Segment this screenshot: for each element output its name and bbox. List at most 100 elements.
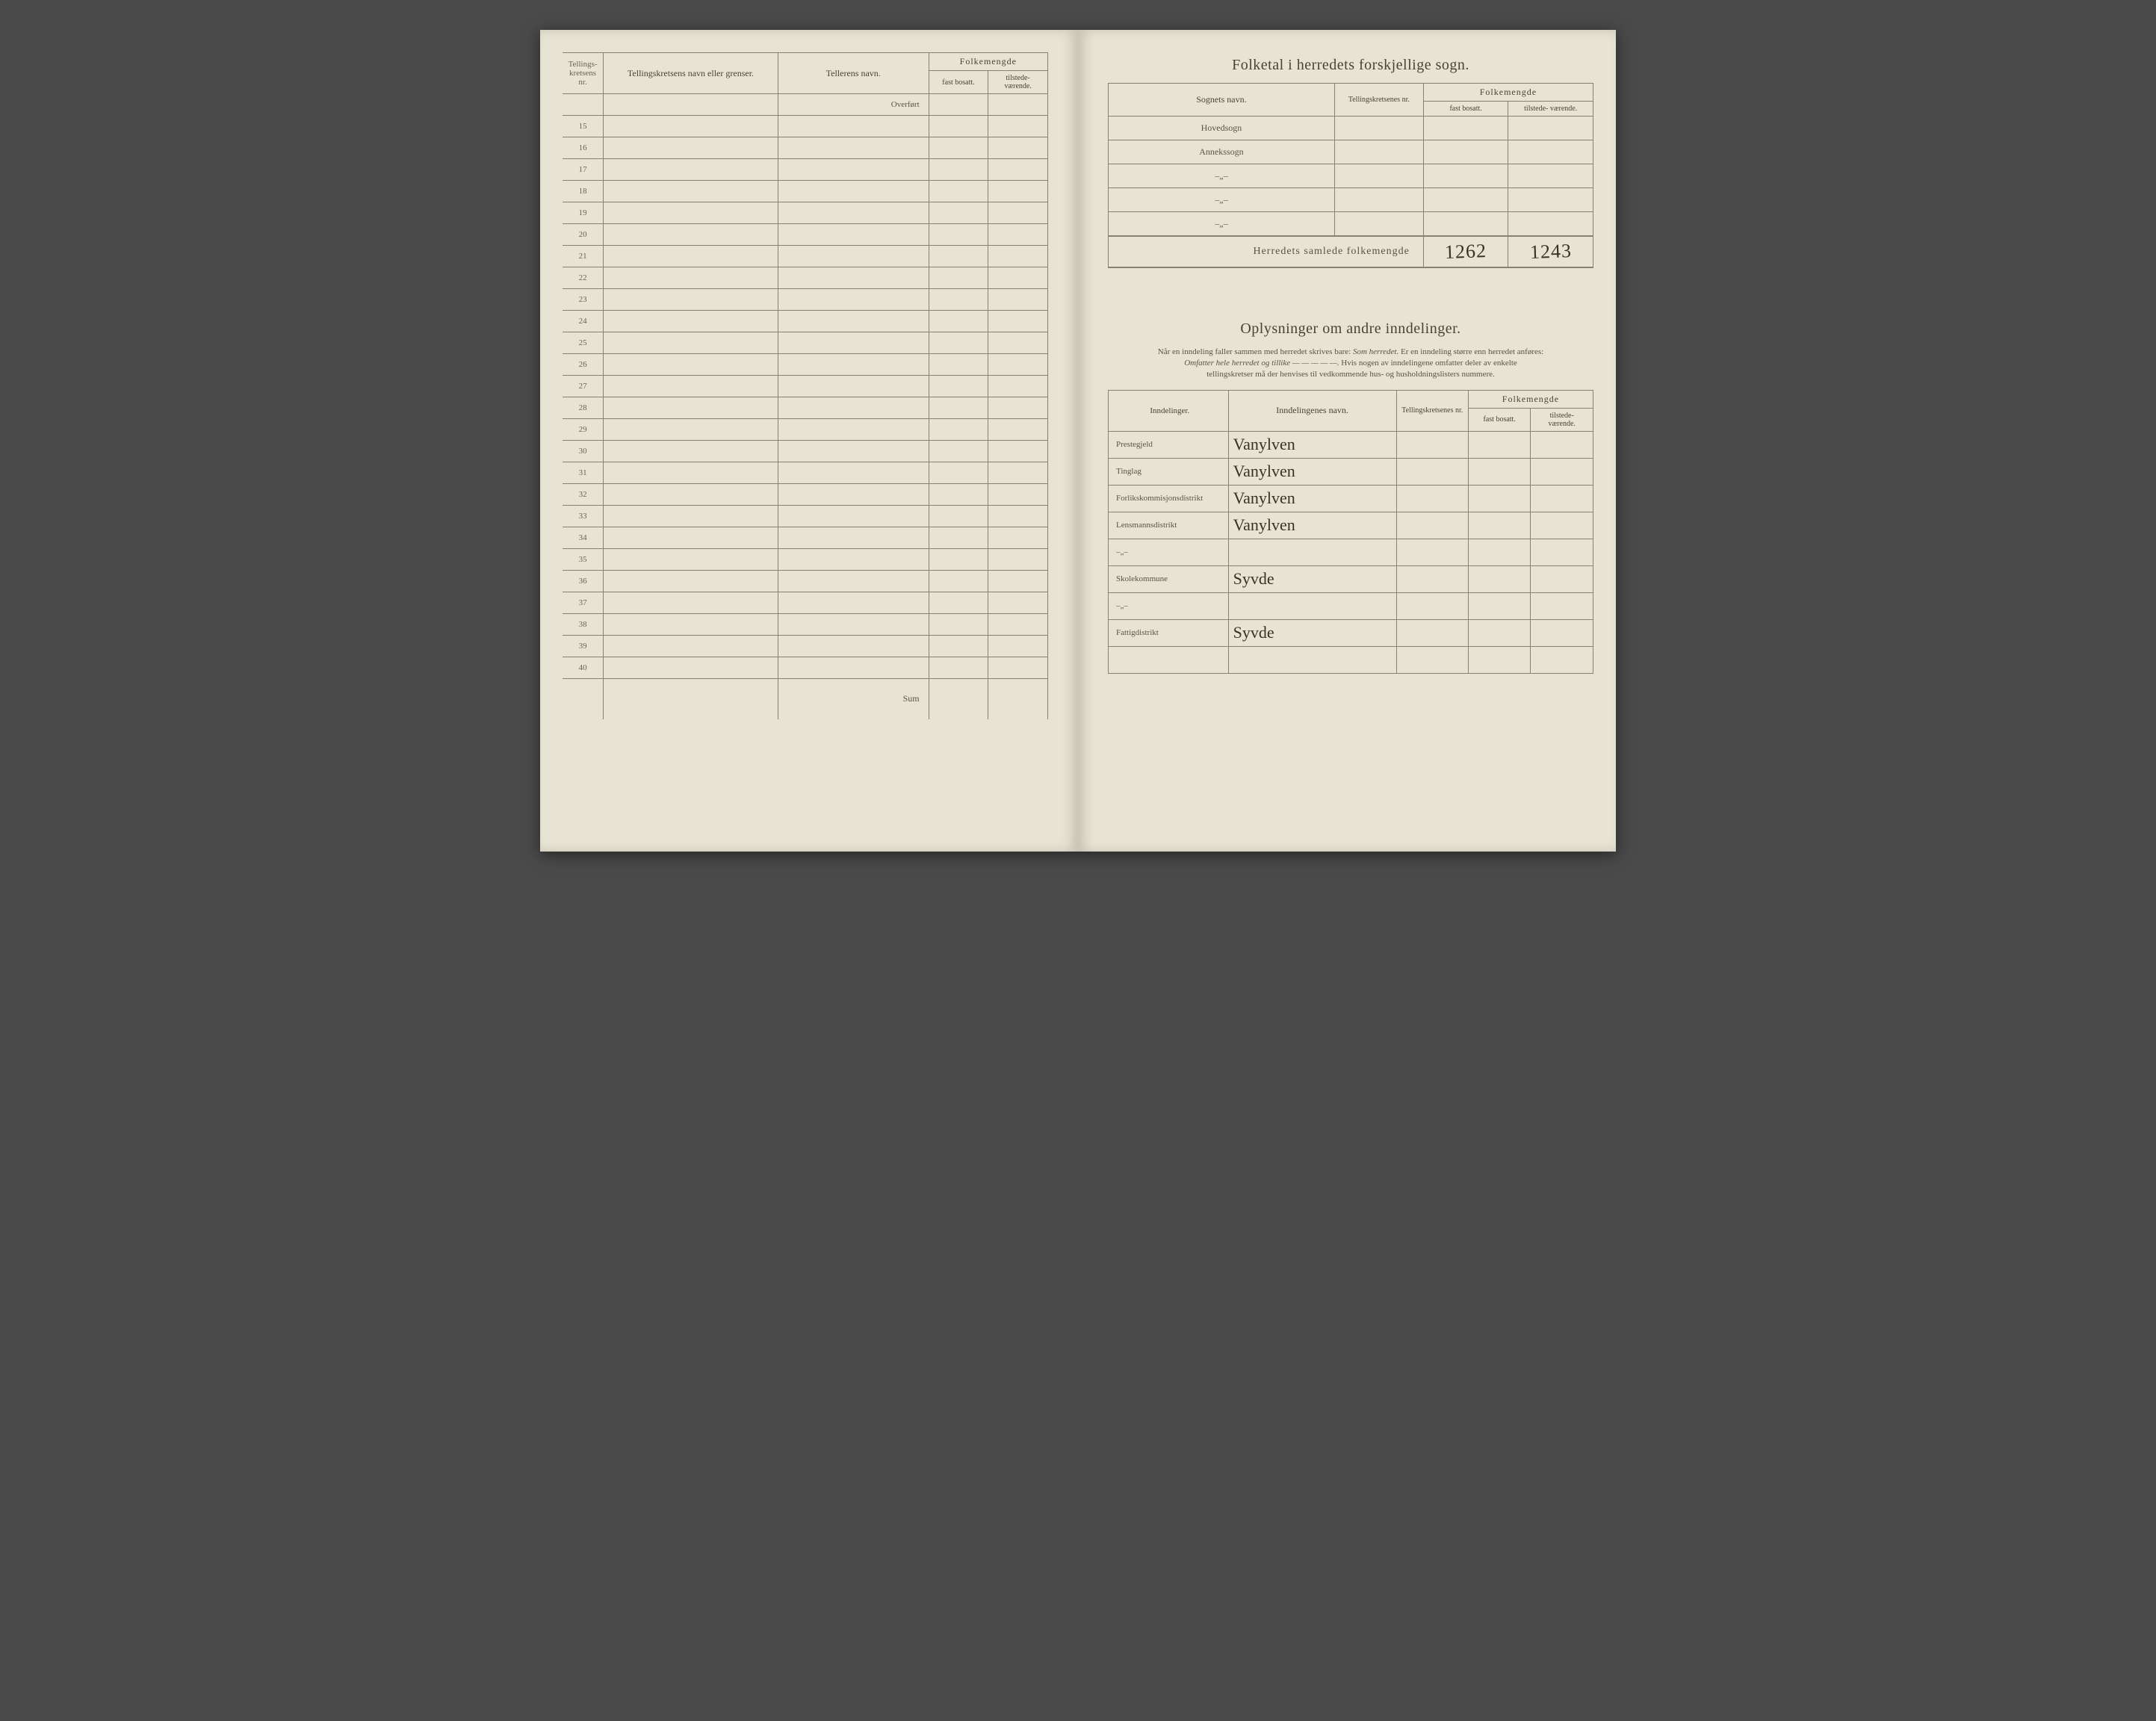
cell-tilstede xyxy=(988,571,1048,592)
hdr-fast: fast bosatt. xyxy=(929,71,988,94)
table-row: 32 xyxy=(563,484,1048,506)
sogn-row: –„– xyxy=(1109,212,1593,236)
innd-value: Vanylven xyxy=(1228,431,1396,458)
cell-teller-navn xyxy=(778,527,929,549)
row-number: 16 xyxy=(563,137,604,159)
sogn-tilstede xyxy=(1508,188,1593,212)
cell-fast xyxy=(929,224,988,246)
row-number: 26 xyxy=(563,354,604,376)
cell-fast xyxy=(929,592,988,614)
cell-fast xyxy=(929,614,988,636)
cell-fast xyxy=(929,527,988,549)
cell-teller-navn xyxy=(778,462,929,484)
cell-fast xyxy=(929,657,988,679)
row-number: 32 xyxy=(563,484,604,506)
cell-teller-navn xyxy=(778,397,929,419)
innd-label: Forlikskommisjonsdistrikt xyxy=(1109,485,1229,512)
row-number: 31 xyxy=(563,462,604,484)
table-row: 18 xyxy=(563,181,1048,202)
cell-fast xyxy=(929,267,988,289)
row-number: 39 xyxy=(563,636,604,657)
sogn-fast xyxy=(1423,188,1508,212)
row-number: 17 xyxy=(563,159,604,181)
cell-tilstede xyxy=(988,484,1048,506)
sogn-row: –„– xyxy=(1109,164,1593,188)
innd-tk xyxy=(1396,431,1468,458)
innd-tilstede xyxy=(1531,592,1593,619)
cell-krets-navn xyxy=(604,137,778,159)
innd-value xyxy=(1228,592,1396,619)
innd-tk xyxy=(1396,458,1468,485)
innd-tilstede xyxy=(1531,619,1593,646)
innd-tilstede xyxy=(1531,512,1593,539)
oplys-title: Oplysninger om andre inndelinger. xyxy=(1108,320,1593,338)
innd-row: PrestegjeldVanylven xyxy=(1109,431,1593,458)
innd-value: Syvde xyxy=(1228,565,1396,592)
innd-value: Vanylven xyxy=(1228,458,1396,485)
cell-krets-navn xyxy=(604,484,778,506)
innd-label xyxy=(1109,646,1229,673)
cell-tilstede xyxy=(988,419,1048,441)
innd-tilstede xyxy=(1531,565,1593,592)
cell-fast xyxy=(929,202,988,224)
cell-teller-navn xyxy=(778,376,929,397)
row-number: 21 xyxy=(563,246,604,267)
table-row: 28 xyxy=(563,397,1048,419)
sogn-tk xyxy=(1334,164,1423,188)
cell-teller-navn xyxy=(778,571,929,592)
innd-label: –„– xyxy=(1109,592,1229,619)
cell-krets-navn xyxy=(604,527,778,549)
left-table-header: Tellings- kretsens nr. Tellingskretsens … xyxy=(563,53,1048,94)
innd-label: –„– xyxy=(1109,539,1229,565)
row-number: 20 xyxy=(563,224,604,246)
innd-tk xyxy=(1396,592,1468,619)
innd-row: FattigdistriktSyvde xyxy=(1109,619,1593,646)
innd-tilstede xyxy=(1531,539,1593,565)
sogn-tk xyxy=(1334,140,1423,164)
cell-tilstede xyxy=(988,181,1048,202)
row-number: 28 xyxy=(563,397,604,419)
innd-value xyxy=(1228,646,1396,673)
row-number: 22 xyxy=(563,267,604,289)
cell-krets-navn xyxy=(604,376,778,397)
cell-tilstede xyxy=(988,462,1048,484)
table-row: 39 xyxy=(563,636,1048,657)
left-table: Tellings- kretsens nr. Tellingskretsens … xyxy=(563,52,1048,719)
table-row: 30 xyxy=(563,441,1048,462)
table-row: 36 xyxy=(563,571,1048,592)
innd-fast xyxy=(1468,485,1531,512)
cell-fast xyxy=(929,441,988,462)
cell-tilstede xyxy=(988,506,1048,527)
cell-fast xyxy=(929,462,988,484)
cell-krets-navn xyxy=(604,592,778,614)
sogn-tk xyxy=(1334,212,1423,236)
table-row: 24 xyxy=(563,311,1048,332)
cell-fast xyxy=(929,549,988,571)
row-number: 19 xyxy=(563,202,604,224)
cell-krets-navn xyxy=(604,289,778,311)
innd-label: Prestegjeld xyxy=(1109,431,1229,458)
total-tilstede: 1243 xyxy=(1529,240,1572,264)
cell-tilstede xyxy=(988,354,1048,376)
cell-teller-navn xyxy=(778,116,929,137)
cell-teller-navn xyxy=(778,246,929,267)
innd-tk xyxy=(1396,539,1468,565)
cell-fast xyxy=(929,484,988,506)
table-row: 20 xyxy=(563,224,1048,246)
innd-tilstede xyxy=(1531,485,1593,512)
cell-tilstede xyxy=(988,311,1048,332)
cell-tilstede xyxy=(988,116,1048,137)
cell-krets-navn xyxy=(604,636,778,657)
table-row: 37 xyxy=(563,592,1048,614)
sogn-fast xyxy=(1423,140,1508,164)
row-number: 34 xyxy=(563,527,604,549)
cell-krets-navn xyxy=(604,549,778,571)
row-number: 24 xyxy=(563,311,604,332)
innd-tilstede xyxy=(1531,431,1593,458)
hdr-krets-navn: Tellingskretsens navn eller grenser. xyxy=(604,53,778,94)
innd-row: –„– xyxy=(1109,539,1593,565)
innd-label: Fattigdistrikt xyxy=(1109,619,1229,646)
cell-teller-navn xyxy=(778,419,929,441)
cell-tilstede xyxy=(988,636,1048,657)
cell-teller-navn xyxy=(778,441,929,462)
